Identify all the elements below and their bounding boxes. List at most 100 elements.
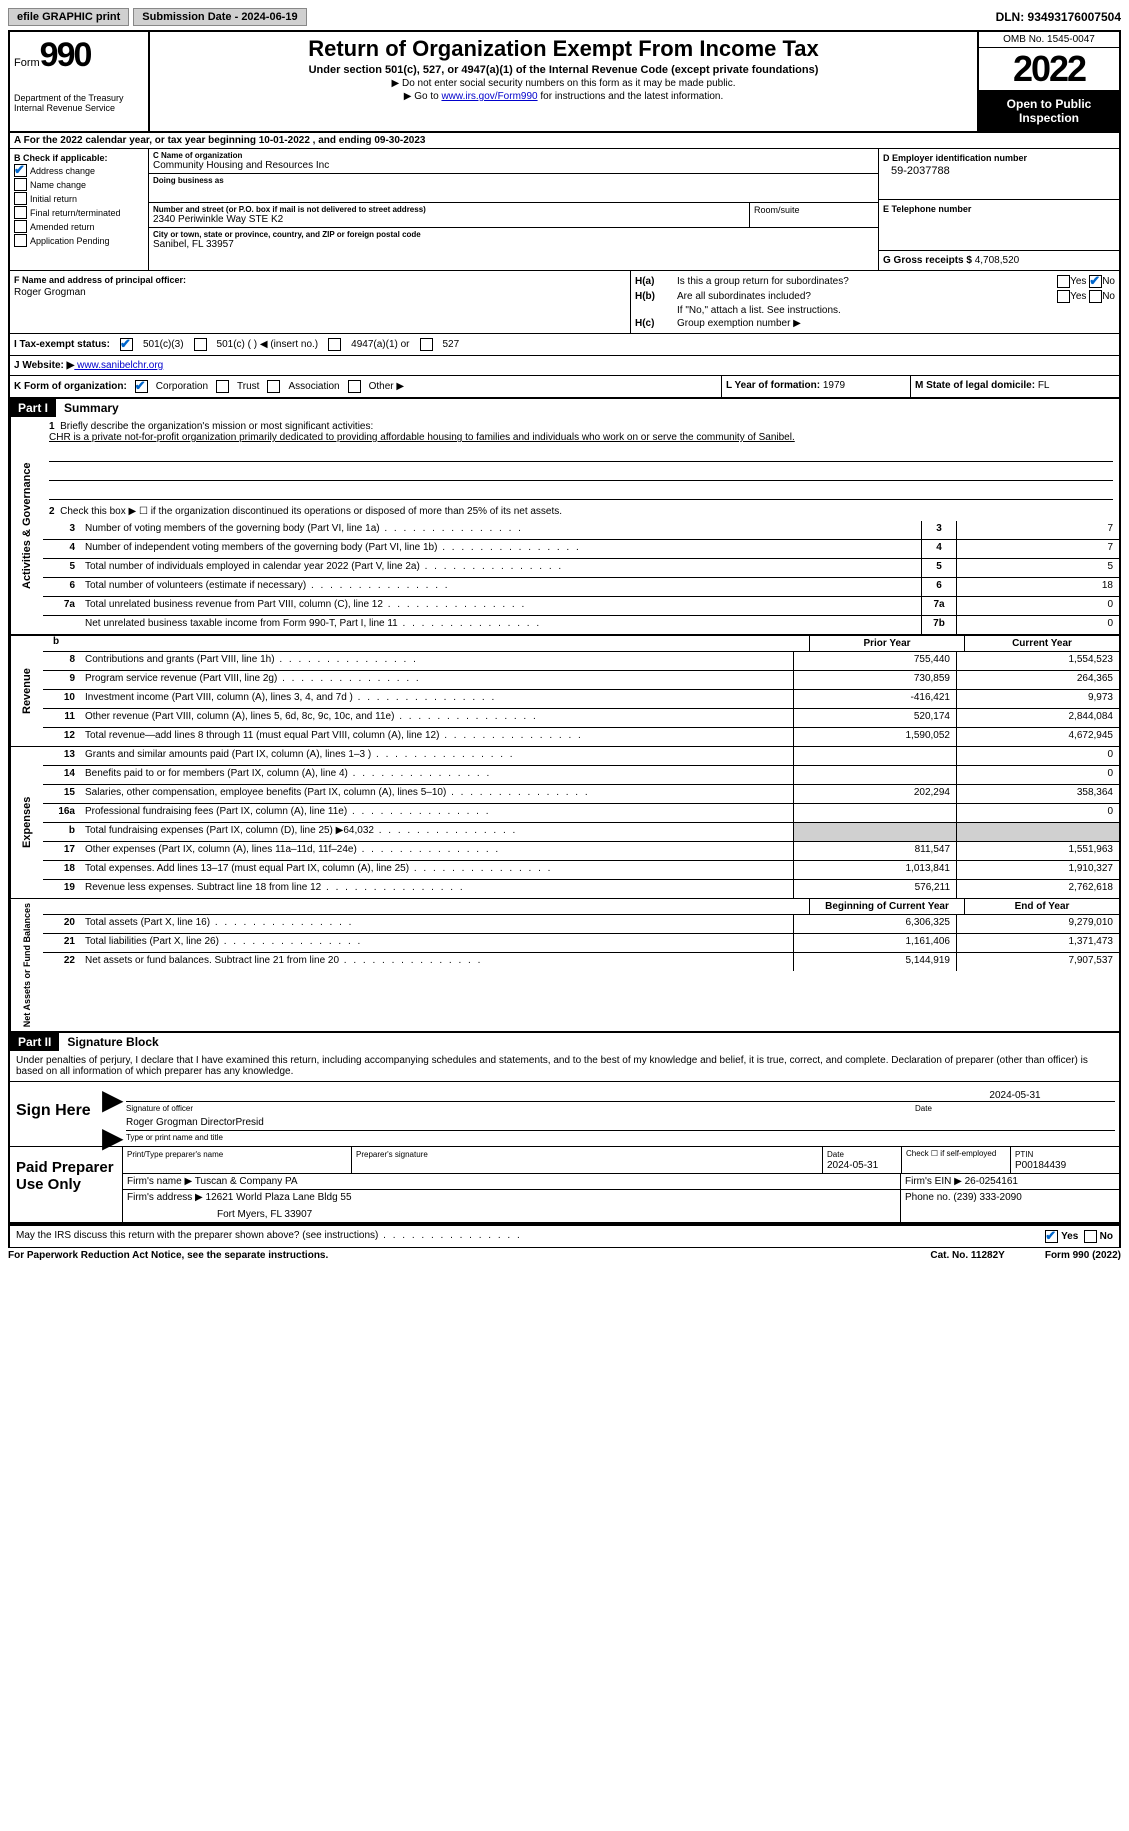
website-link[interactable]: www.sanibelchr.org (74, 360, 163, 371)
ein-label: D Employer identification number (883, 153, 1115, 163)
sig-officer-label: Signature of officer (126, 1104, 895, 1113)
chk-initial-return[interactable] (14, 192, 27, 205)
sign-here-label: Sign Here (10, 1082, 102, 1146)
state-domicile-label: M State of legal domicile: (915, 380, 1035, 391)
part-i-header: Part I (10, 399, 56, 417)
paid-preparer: Paid Preparer Use Only Print/Type prepar… (10, 1147, 1119, 1224)
firm-ein: 26-0254161 (965, 1176, 1018, 1187)
chk-app-pending[interactable] (14, 234, 27, 247)
vert-expenses: Expenses (10, 747, 43, 898)
ptin: P00184439 (1015, 1160, 1066, 1171)
form-subtitle: Under section 501(c), 527, or 4947(a)(1)… (154, 64, 973, 76)
room-suite-label: Room/suite (749, 203, 878, 227)
irs-link[interactable]: www.irs.gov/Form990 (441, 91, 537, 102)
irs-discuss-row: May the IRS discuss this return with the… (8, 1226, 1121, 1248)
chk-amended[interactable] (14, 220, 27, 233)
chk-4947[interactable] (328, 338, 341, 351)
dln: DLN: 93493176007504 (996, 10, 1121, 24)
tax-exempt-label: I Tax-exempt status: (14, 339, 110, 350)
officer-name: Roger Grogman DirectorPresid (126, 1117, 1115, 1130)
org-name-label: C Name of organization (153, 151, 874, 160)
firm-ein-label: Firm's EIN ▶ (905, 1176, 962, 1187)
discuss-yes[interactable] (1045, 1230, 1058, 1243)
chk-association[interactable] (267, 380, 280, 393)
form-header: Form990 Department of the Treasury Inter… (8, 30, 1121, 133)
dba-label: Doing business as (153, 176, 874, 185)
hb-text: Are all subordinates included? (677, 291, 985, 302)
year-formation: 1979 (823, 380, 845, 391)
chk-other[interactable] (348, 380, 361, 393)
ein: 59-2037788 (883, 165, 1115, 177)
form-title: Return of Organization Exempt From Incom… (154, 36, 973, 62)
gross-receipts: 4,708,520 (975, 255, 1020, 266)
form-year: Form 990 (2022) (1045, 1250, 1121, 1261)
chk-final-return[interactable] (14, 206, 27, 219)
irs-discuss-question: May the IRS discuss this return with the… (16, 1230, 1045, 1243)
part-ii-title: Signature Block (59, 1033, 166, 1051)
chk-corporation[interactable] (135, 380, 148, 393)
part-ii-header: Part II (10, 1033, 59, 1051)
principal-officer-label: F Name and address of principal officer: (14, 275, 626, 285)
col-current-year: Current Year (964, 636, 1119, 651)
gross-receipts-label: G Gross receipts $ (883, 255, 972, 266)
phone-label: E Telephone number (883, 204, 1115, 214)
hb-yes[interactable] (1057, 290, 1070, 303)
dept-treasury: Department of the Treasury (14, 93, 144, 103)
state-domicile: FL (1038, 380, 1050, 391)
prep-sig-label: Preparer's signature (356, 1150, 428, 1159)
signature-block: Under penalties of perjury, I declare th… (8, 1051, 1121, 1226)
mission-text: CHR is a private not-for-profit organiza… (49, 432, 1113, 443)
paid-preparer-label: Paid Preparer Use Only (10, 1147, 123, 1222)
row-k: K Form of organization: Corporation Trus… (8, 376, 1121, 399)
tax-year: 2022 (979, 48, 1119, 91)
website-label: J Website: ▶ (14, 360, 74, 371)
ha-no[interactable] (1089, 275, 1102, 288)
form-label: Form (14, 57, 40, 69)
firm-name-label: Firm's name ▶ (127, 1176, 192, 1187)
mission-label: Briefly describe the organization's miss… (60, 421, 373, 432)
ha-text: Is this a group return for subordinates? (677, 276, 985, 287)
efile-graphic-btn[interactable]: efile GRAPHIC print (8, 8, 129, 26)
note-ssn: ▶ Do not enter social security numbers o… (154, 78, 973, 89)
section-f-h: F Name and address of principal officer:… (8, 271, 1121, 334)
omb-number: OMB No. 1545-0047 (979, 32, 1119, 48)
chk-501c[interactable] (194, 338, 207, 351)
paperwork-notice: For Paperwork Reduction Act Notice, see … (8, 1250, 890, 1261)
row-j-website: J Website: ▶ www.sanibelchr.org (8, 356, 1121, 376)
sig-date: 2024-05-31 (915, 1090, 1115, 1101)
prep-name-label: Print/Type preparer's name (127, 1150, 223, 1159)
city-state-zip: Sanibel, FL 33957 (153, 239, 234, 250)
prep-date-label: Date (827, 1150, 844, 1159)
firm-addr2: Fort Myers, FL 33907 (127, 1203, 896, 1220)
hb-no[interactable] (1089, 290, 1102, 303)
year-formation-label: L Year of formation: (726, 380, 820, 391)
penalties-text: Under penalties of perjury, I declare th… (10, 1051, 1119, 1082)
ptin-label: PTIN (1015, 1150, 1033, 1159)
prep-date: 2024-05-31 (827, 1160, 878, 1171)
col-prior-year: Prior Year (809, 636, 964, 651)
note-goto: ▶ Go to www.irs.gov/Form990 for instruct… (154, 91, 973, 102)
part-i-title: Summary (56, 399, 127, 417)
line2-text: Check this box ▶ ☐ if the organization d… (60, 506, 562, 517)
principal-officer-name: Roger Grogman (14, 287, 626, 298)
street-address: 2340 Periwinkle Way STE K2 (153, 214, 283, 225)
row-i-tax-exempt: I Tax-exempt status: 501(c)(3) 501(c) ( … (8, 334, 1121, 356)
name-title-label: Type or print name and title (126, 1133, 1115, 1142)
firm-phone: (239) 333-2090 (953, 1192, 1021, 1203)
chk-name-change[interactable] (14, 178, 27, 191)
ha-yes[interactable] (1057, 275, 1070, 288)
firm-addr1: 12621 World Plaza Lane Bldg 55 (206, 1192, 352, 1203)
submission-date: Submission Date - 2024-06-19 (133, 8, 306, 26)
section-b-label: B Check if applicable: (14, 153, 144, 163)
cat-no: Cat. No. 11282Y (930, 1250, 1004, 1261)
chk-501c3[interactable] (120, 338, 133, 351)
form-number: 990 (40, 36, 91, 74)
hb-note: If "No," attach a list. See instructions… (677, 305, 1115, 316)
page-footer: For Paperwork Reduction Act Notice, see … (8, 1248, 1121, 1263)
form-org-label: K Form of organization: (14, 381, 127, 392)
chk-address-change[interactable] (14, 164, 27, 177)
col-begin-year: Beginning of Current Year (809, 899, 964, 914)
chk-trust[interactable] (216, 380, 229, 393)
discuss-no[interactable] (1084, 1230, 1097, 1243)
chk-527[interactable] (420, 338, 433, 351)
